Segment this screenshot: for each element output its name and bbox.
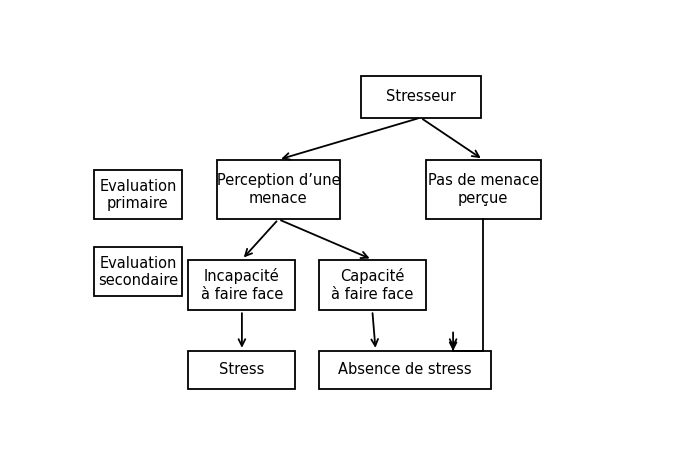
FancyBboxPatch shape — [217, 160, 340, 219]
Text: Capacité
à faire face: Capacité à faire face — [331, 268, 413, 302]
FancyBboxPatch shape — [94, 248, 182, 296]
FancyBboxPatch shape — [361, 76, 481, 118]
FancyBboxPatch shape — [319, 259, 426, 310]
Text: Incapacité
à faire face: Incapacité à faire face — [201, 268, 283, 302]
FancyBboxPatch shape — [319, 351, 491, 389]
Text: Pas de menace
perçue: Pas de menace perçue — [427, 173, 538, 206]
Text: Stresseur: Stresseur — [386, 89, 456, 104]
Text: Stress: Stress — [219, 363, 264, 377]
FancyBboxPatch shape — [188, 259, 295, 310]
Text: Evaluation
primaire: Evaluation primaire — [99, 178, 176, 211]
Text: Absence de stress: Absence de stress — [338, 363, 472, 377]
Text: Evaluation
secondaire: Evaluation secondaire — [98, 256, 178, 288]
Text: Perception d’une
menace: Perception d’une menace — [217, 173, 341, 206]
FancyBboxPatch shape — [426, 160, 540, 219]
FancyBboxPatch shape — [188, 351, 295, 389]
FancyBboxPatch shape — [94, 170, 182, 219]
